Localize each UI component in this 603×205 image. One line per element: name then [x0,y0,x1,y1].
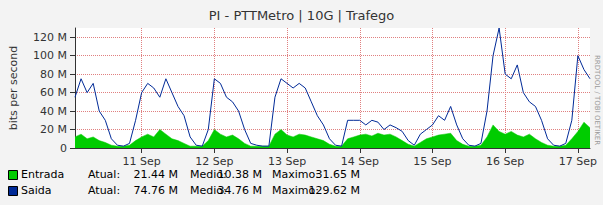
svg-text:74.76 M: 74.76 M [134,184,178,197]
svg-text:PI - PTTMetro | 10G | Trafego: PI - PTTMetro | 10G | Trafego [209,8,395,23]
svg-text:17 Sep: 17 Sep [559,155,597,168]
svg-text:40 M: 40 M [40,105,67,118]
svg-text:Atual:: Atual: [88,168,120,181]
svg-text:129.62 M: 129.62 M [309,184,360,197]
svg-text:20 M: 20 M [40,123,67,136]
svg-text:Medio:: Medio: [190,184,227,197]
svg-text:Maximo:: Maximo: [272,184,319,197]
svg-text:12 Sep: 12 Sep [195,155,233,168]
svg-text:Entrada: Entrada [21,168,64,181]
svg-text:14 Sep: 14 Sep [341,155,379,168]
svg-text:Medio:: Medio: [190,168,227,181]
svg-text:21.44 M: 21.44 M [134,168,178,181]
svg-text:60 M: 60 M [40,86,67,99]
svg-text:31.65 M: 31.65 M [316,168,360,181]
svg-text:Atual:: Atual: [88,184,120,197]
svg-text:13 Sep: 13 Sep [268,155,306,168]
svg-text:34.76 M: 34.76 M [218,184,262,197]
svg-text:120 M: 120 M [33,31,67,44]
svg-text:16 Sep: 16 Sep [486,155,524,168]
svg-text:RRDTOOL / TOBI OETIKER: RRDTOOL / TOBI OETIKER [593,55,601,145]
svg-text:Saida: Saida [21,184,52,197]
svg-text:15 Sep: 15 Sep [413,155,451,168]
svg-text:bits per second: bits per second [7,46,20,131]
svg-text:80 M: 80 M [40,68,67,81]
svg-text:100 M: 100 M [33,49,67,62]
svg-text:11 Sep: 11 Sep [123,155,161,168]
svg-text:Maximo:: Maximo: [272,168,319,181]
svg-text:10.38 M: 10.38 M [218,168,262,181]
svg-text:0: 0 [60,142,67,155]
